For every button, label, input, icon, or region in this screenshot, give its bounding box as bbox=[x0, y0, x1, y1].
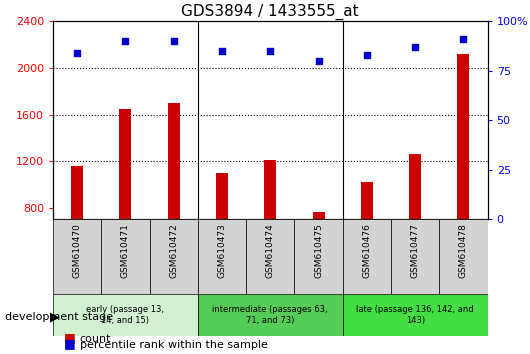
Text: GSM610476: GSM610476 bbox=[363, 223, 372, 278]
Text: ▶: ▶ bbox=[50, 310, 60, 323]
Bar bbox=[71, 166, 83, 301]
Point bbox=[73, 50, 82, 56]
Bar bbox=[53, 219, 101, 294]
Bar bbox=[101, 219, 149, 294]
Point bbox=[121, 38, 130, 44]
Bar bbox=[53, 294, 198, 336]
Text: late (passage 136, 142, and
143): late (passage 136, 142, and 143) bbox=[356, 306, 474, 325]
Bar bbox=[246, 219, 295, 294]
Text: GSM610474: GSM610474 bbox=[266, 223, 275, 278]
Text: count: count bbox=[80, 334, 111, 344]
Bar bbox=[198, 294, 343, 336]
Bar bbox=[361, 182, 373, 301]
Bar bbox=[409, 154, 421, 301]
Point bbox=[363, 52, 371, 58]
Title: GDS3894 / 1433555_at: GDS3894 / 1433555_at bbox=[181, 4, 359, 20]
Bar bbox=[439, 219, 488, 294]
Text: ■: ■ bbox=[64, 331, 75, 344]
Bar bbox=[457, 54, 470, 301]
Bar bbox=[343, 219, 391, 294]
Text: GSM610472: GSM610472 bbox=[169, 223, 178, 278]
Point bbox=[266, 48, 275, 54]
Bar bbox=[391, 219, 439, 294]
Bar bbox=[149, 219, 198, 294]
Text: GSM610477: GSM610477 bbox=[411, 223, 420, 278]
Point bbox=[170, 38, 178, 44]
Text: GSM610475: GSM610475 bbox=[314, 223, 323, 278]
Point bbox=[218, 48, 226, 54]
Bar bbox=[313, 212, 324, 301]
Point bbox=[411, 44, 419, 50]
Text: development stage: development stage bbox=[5, 312, 113, 322]
Bar bbox=[295, 219, 343, 294]
Text: GSM610478: GSM610478 bbox=[459, 223, 468, 278]
Bar bbox=[167, 103, 180, 301]
Bar bbox=[264, 160, 276, 301]
Text: GSM610470: GSM610470 bbox=[73, 223, 82, 278]
Text: intermediate (passages 63,
71, and 73): intermediate (passages 63, 71, and 73) bbox=[213, 306, 328, 325]
Bar bbox=[119, 109, 131, 301]
Text: ■: ■ bbox=[64, 337, 75, 350]
Bar bbox=[198, 219, 246, 294]
Point bbox=[314, 58, 323, 64]
Text: early (passage 13,
14, and 15): early (passage 13, 14, and 15) bbox=[86, 306, 164, 325]
Point bbox=[459, 36, 467, 42]
Text: GSM610471: GSM610471 bbox=[121, 223, 130, 278]
Text: percentile rank within the sample: percentile rank within the sample bbox=[80, 341, 267, 350]
Bar bbox=[343, 294, 488, 336]
Bar bbox=[216, 173, 228, 301]
Text: GSM610473: GSM610473 bbox=[217, 223, 226, 278]
